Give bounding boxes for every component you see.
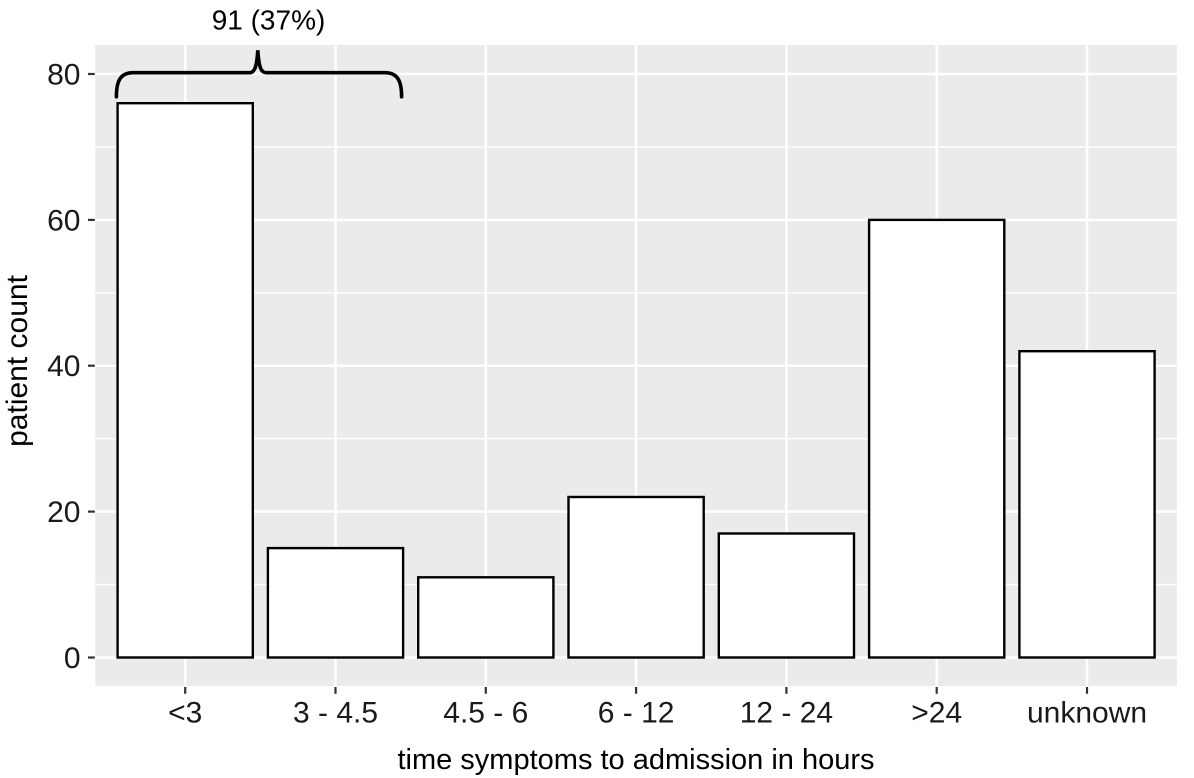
svg-text:4.5 - 6: 4.5 - 6: [443, 696, 528, 729]
svg-text:80: 80: [47, 58, 80, 91]
svg-text:6 - 12: 6 - 12: [598, 696, 675, 729]
svg-text:unknown: unknown: [1027, 696, 1147, 729]
svg-text:0: 0: [64, 642, 81, 675]
svg-text:40: 40: [47, 350, 80, 383]
svg-text:patient count: patient count: [1, 274, 34, 446]
svg-text:time symptoms to admission in: time symptoms to admission in hours: [397, 744, 874, 776]
svg-text:>24: >24: [911, 696, 962, 729]
svg-text:20: 20: [47, 496, 80, 529]
svg-text:60: 60: [47, 204, 80, 237]
svg-text:3 - 4.5: 3 - 4.5: [293, 696, 378, 729]
svg-text:<3: <3: [168, 696, 202, 729]
svg-text:12 - 24: 12 - 24: [740, 696, 833, 729]
svg-text:91 (37%): 91 (37%): [212, 5, 326, 36]
